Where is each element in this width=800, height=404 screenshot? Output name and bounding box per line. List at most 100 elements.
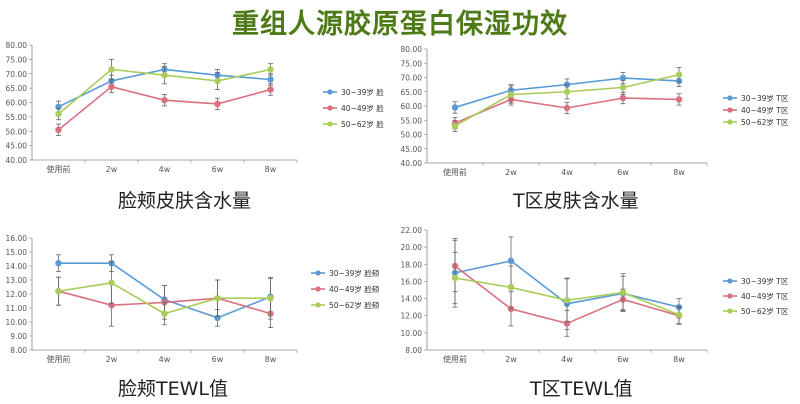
y-tick-label: 9.00 — [10, 332, 27, 341]
legend-swatch-marker — [315, 302, 321, 308]
legend-label: 40~49岁 T区 — [741, 291, 789, 301]
legend-swatch-marker — [327, 105, 333, 111]
x-tick-label: 使用前 — [47, 164, 71, 174]
series-2 — [55, 80, 274, 136]
chart-caption-tzone-tewl: T区TEWL值 — [530, 378, 633, 400]
data-point — [161, 71, 168, 79]
x-tick-label: 使用前 — [443, 354, 467, 364]
y-tick-label: 65.00 — [6, 84, 28, 93]
data-point — [55, 260, 62, 267]
series-3 — [451, 251, 683, 324]
legend-label: 30~39岁 T区 — [741, 276, 789, 286]
x-tick-label: 使用前 — [47, 354, 71, 364]
data-point — [619, 74, 627, 82]
data-point — [563, 104, 571, 112]
legend-label: 50~62岁 T区 — [741, 306, 789, 316]
page-title: 重组人源胶原蛋白保湿功效 — [232, 9, 568, 40]
data-point — [214, 100, 221, 108]
data-point — [451, 104, 459, 111]
data-point — [267, 86, 274, 93]
x-tick-label: 6w — [212, 165, 224, 174]
legend-label: 30~39岁 脸颊 — [329, 268, 380, 278]
x-tick-label: 6w — [617, 168, 629, 177]
legend-swatch-marker — [727, 119, 733, 125]
y-tick-label: 55.00 — [6, 113, 28, 122]
legend-swatch-marker — [727, 308, 733, 314]
x-tick-label: 8w — [265, 355, 277, 364]
data-point — [619, 289, 627, 296]
y-tick-label: 13.00 — [6, 276, 28, 285]
data-point — [267, 295, 274, 302]
legend-swatch-marker — [727, 95, 733, 101]
y-tick-label: 8.00 — [405, 346, 422, 355]
data-point — [563, 88, 571, 95]
legend-swatch-marker — [315, 270, 321, 276]
x-tick-label: 使用前 — [443, 167, 467, 177]
y-tick-label: 65.00 — [401, 88, 423, 97]
y-tick-label: 12.00 — [401, 312, 423, 321]
legend: 30~39岁 T区 40~49岁 T区 50~62岁 T区 — [723, 276, 789, 316]
data-point — [675, 311, 683, 319]
y-tick-label: 80.00 — [6, 41, 28, 50]
legend-label: 50~62岁 脸 — [341, 119, 384, 129]
data-point — [214, 77, 221, 85]
y-tick-label: 45.00 — [401, 145, 423, 154]
data-point — [451, 122, 459, 130]
y-tick-label: 14.00 — [401, 295, 423, 304]
y-tick-label: 75.00 — [401, 59, 423, 68]
y-tick-label: 10.00 — [6, 318, 28, 327]
legend-label: 30~39岁 脸 — [341, 87, 384, 97]
chart-caption-tzone-moisture: T区皮肤含水量 — [513, 190, 639, 212]
data-point — [451, 274, 459, 282]
y-tick-label: 75.00 — [6, 55, 28, 64]
chart-tzone-tewl: 8.00 10.00 12.00 14.00 16.00 18.00 20.00 22.00 使… — [401, 226, 789, 364]
data-point — [675, 96, 683, 103]
data-point — [619, 84, 627, 91]
series-3 — [55, 261, 274, 326]
y-tick-label: 22.00 — [401, 226, 423, 235]
y-tick-label: 20.00 — [401, 243, 423, 252]
y-tick-label: 10.00 — [401, 329, 423, 338]
x-tick-label: 6w — [212, 355, 224, 364]
legend: 30~39岁 脸 40~49岁 脸 50~62岁 脸 — [323, 87, 384, 129]
legend: 30~39岁 脸颊 40~49岁 脸颊 50~62岁 脸颊 — [311, 268, 380, 310]
chart-tzone-moisture: 40.00 45.00 50.00 55.00 60.00 65.00 70.00 75.00… — [401, 45, 789, 177]
x-tick-label: 4w — [561, 168, 573, 177]
x-tick-label: 8w — [673, 168, 685, 177]
x-tick-label: 6w — [617, 355, 629, 364]
x-tick-label: 2w — [505, 355, 517, 364]
y-tick-label: 45.00 — [6, 142, 28, 151]
y-tick-label: 70.00 — [401, 74, 423, 83]
legend-label: 50~62岁 脸颊 — [329, 300, 380, 310]
data-point — [161, 97, 168, 104]
x-tick-label: 4w — [159, 165, 171, 174]
data-point — [55, 288, 62, 295]
data-point — [507, 284, 515, 291]
legend-label: 50~62岁 T区 — [741, 117, 789, 127]
y-tick-label: 16.00 — [6, 234, 28, 243]
chart-caption-cheek-tewl: 脸颊TEWL值 — [118, 378, 228, 400]
y-tick-label: 60.00 — [401, 102, 423, 111]
data-point — [108, 83, 115, 90]
y-tick-label: 50.00 — [6, 127, 28, 136]
y-tick-label: 8.00 — [10, 346, 27, 355]
legend-label: 40~49岁 T区 — [741, 105, 789, 115]
legend-label: 40~49岁 脸颊 — [329, 284, 380, 294]
data-point — [267, 66, 274, 73]
chart-cheek-tewl: 8.00 9.00 10.00 11.00 12.00 13.00 14.00 15.00 16… — [6, 234, 380, 364]
legend-swatch-marker — [727, 293, 733, 299]
y-tick-label: 50.00 — [401, 131, 423, 140]
y-tick-label: 60.00 — [6, 99, 28, 108]
legend-swatch-marker — [727, 107, 733, 113]
y-tick-label: 11.00 — [6, 304, 28, 313]
chart-cheek-moisture: 40.00 45.00 50.00 55.00 60.00 65.00 70.00 75.00… — [6, 41, 385, 174]
x-tick-label: 8w — [265, 165, 277, 174]
data-point — [507, 91, 515, 98]
y-tick-label: 40.00 — [401, 159, 423, 168]
data-point — [563, 297, 571, 304]
data-point — [108, 66, 115, 73]
x-tick-label: 4w — [561, 355, 573, 364]
y-tick-label: 80.00 — [401, 45, 423, 54]
series-3 — [55, 58, 274, 121]
